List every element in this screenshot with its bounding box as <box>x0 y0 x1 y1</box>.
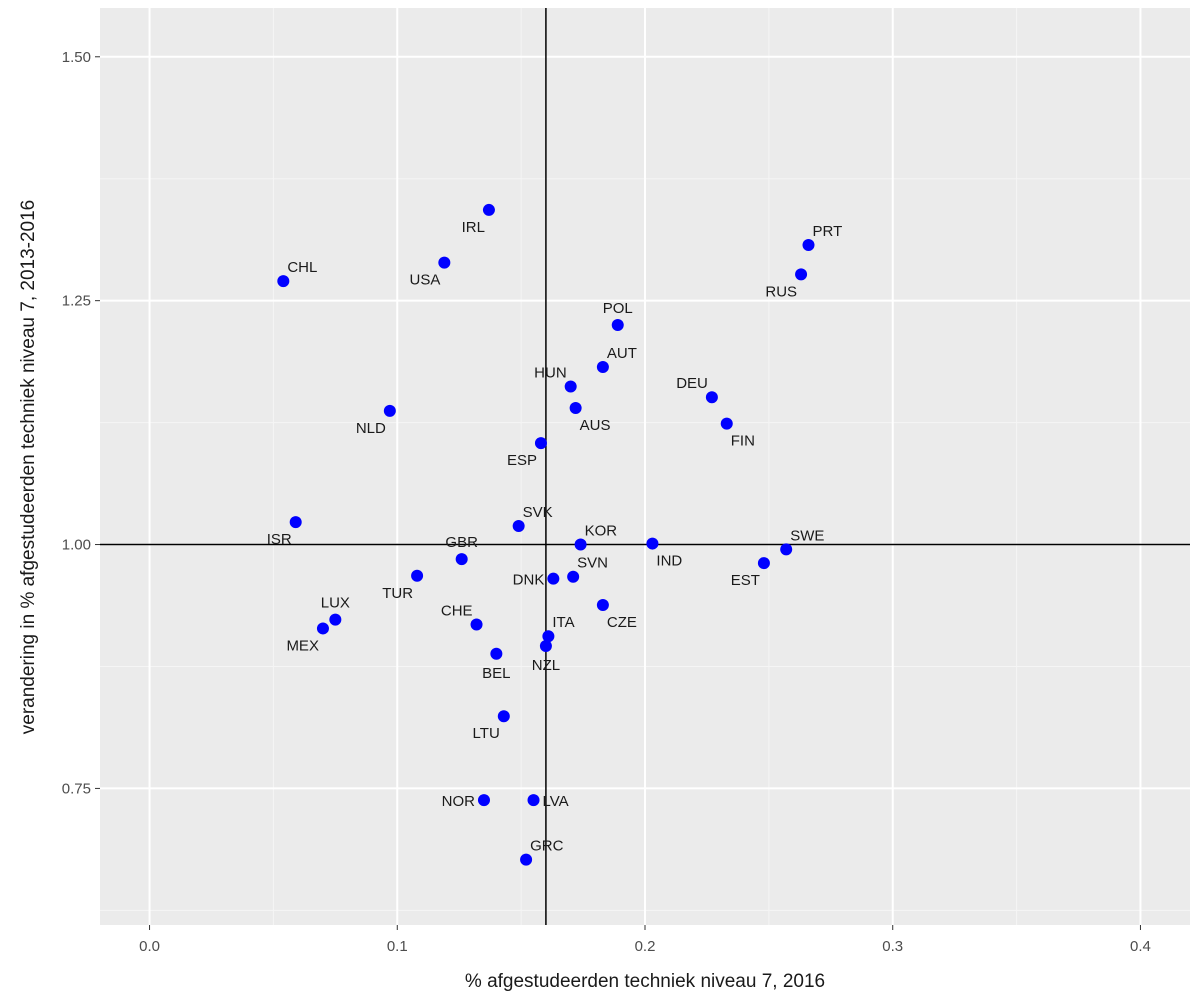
point-label-usa: USA <box>409 272 440 289</box>
y-tick-label: 0.75 <box>62 780 91 797</box>
point-label-deu: DEU <box>676 375 708 392</box>
point-label-svn: SVN <box>577 555 608 572</box>
y-tick-label: 1.50 <box>62 49 91 66</box>
point-label-nor: NOR <box>442 793 476 810</box>
point-label-kor: KOR <box>585 523 618 540</box>
data-point-aus <box>569 401 582 414</box>
data-point-est <box>757 557 770 570</box>
data-point-nld <box>383 404 396 417</box>
data-point-chl <box>277 275 290 288</box>
data-point-mex <box>316 622 329 635</box>
data-point-hun <box>564 380 577 393</box>
point-label-esp: ESP <box>507 452 537 469</box>
data-point-dnk <box>547 572 560 585</box>
point-label-mex: MEX <box>286 637 319 654</box>
point-label-ind: IND <box>656 553 682 570</box>
data-point-lva <box>527 794 540 807</box>
data-point-fin <box>720 417 733 430</box>
point-label-lux: LUX <box>321 595 350 612</box>
point-label-tur: TUR <box>382 585 413 602</box>
point-labels: IRL CHL USA PRT RUS POL AUT HUN DEU AUS NLD FIN ESP I… <box>267 219 843 855</box>
point-label-hun: HUN <box>534 365 567 382</box>
x-tick-label: 0.0 <box>139 938 160 955</box>
point-label-isr: ISR <box>267 531 292 548</box>
y-tick-label: 1.25 <box>62 293 91 310</box>
point-label-aus: AUS <box>580 417 611 434</box>
data-point-prt <box>802 239 815 252</box>
data-point-svn <box>567 570 580 583</box>
reference-lines <box>100 8 1190 925</box>
point-label-svk: SVK <box>523 504 553 521</box>
x-tick-label: 0.3 <box>882 938 903 955</box>
data-point-ind <box>646 537 659 550</box>
point-label-gbr: GBR <box>445 534 478 551</box>
x-tick-label: 0.1 <box>387 938 408 955</box>
x-tick-label: 0.4 <box>1130 938 1151 955</box>
data-point-rus <box>795 268 808 281</box>
data-point-ltu <box>497 710 510 723</box>
point-label-dnk: DNK <box>513 572 545 589</box>
point-label-prt: PRT <box>813 223 843 240</box>
data-point-usa <box>438 256 451 269</box>
data-points <box>277 203 815 866</box>
data-point-isr <box>289 516 302 529</box>
data-point-kor <box>574 538 587 551</box>
x-axis-title: % afgestudeerden techniek niveau 7, 2016 <box>465 971 825 992</box>
data-point-che <box>470 618 483 631</box>
data-point-tur <box>411 569 424 582</box>
y-axis-title: verandering in % afgestudeerden techniek… <box>18 200 39 735</box>
point-label-nzl: NZL <box>532 657 560 674</box>
data-point-aut <box>596 360 609 373</box>
point-label-fin: FIN <box>731 433 755 450</box>
point-label-lva: LVA <box>543 793 569 810</box>
point-label-bel: BEL <box>482 665 510 682</box>
y-tick-label: 1.00 <box>62 537 91 554</box>
data-point-esp <box>534 437 547 450</box>
data-point-lux <box>329 613 342 626</box>
data-point-gbr <box>455 553 468 566</box>
data-point-ita <box>542 630 555 643</box>
x-axis: 0.0 0.1 0.2 0.3 0.4 <box>139 925 1151 955</box>
data-point-swe <box>780 543 793 556</box>
data-point-grc <box>520 853 533 866</box>
point-label-ita: ITA <box>552 614 574 631</box>
data-point-bel <box>490 647 503 660</box>
point-label-cze: CZE <box>607 614 637 631</box>
data-point-pol <box>611 319 624 332</box>
data-point-deu <box>705 391 718 404</box>
point-label-pol: POL <box>603 300 633 317</box>
point-label-swe: SWE <box>790 527 824 544</box>
data-point-irl <box>482 203 495 216</box>
point-label-est: EST <box>731 572 760 589</box>
y-axis: 0.75 1.00 1.25 1.50 <box>62 49 100 797</box>
point-label-rus: RUS <box>765 283 797 300</box>
point-label-che: CHE <box>441 603 473 620</box>
point-label-chl: CHL <box>287 259 317 276</box>
point-label-ltu: LTU <box>473 725 500 742</box>
data-point-svk <box>512 520 525 533</box>
point-label-nld: NLD <box>356 420 386 437</box>
data-point-cze <box>596 599 609 612</box>
x-tick-label: 0.2 <box>635 938 656 955</box>
point-label-irl: IRL <box>462 219 485 236</box>
data-point-nor <box>477 794 490 807</box>
data-point-nzl <box>539 639 552 652</box>
point-label-grc: GRC <box>530 838 564 855</box>
point-label-aut: AUT <box>607 345 637 362</box>
